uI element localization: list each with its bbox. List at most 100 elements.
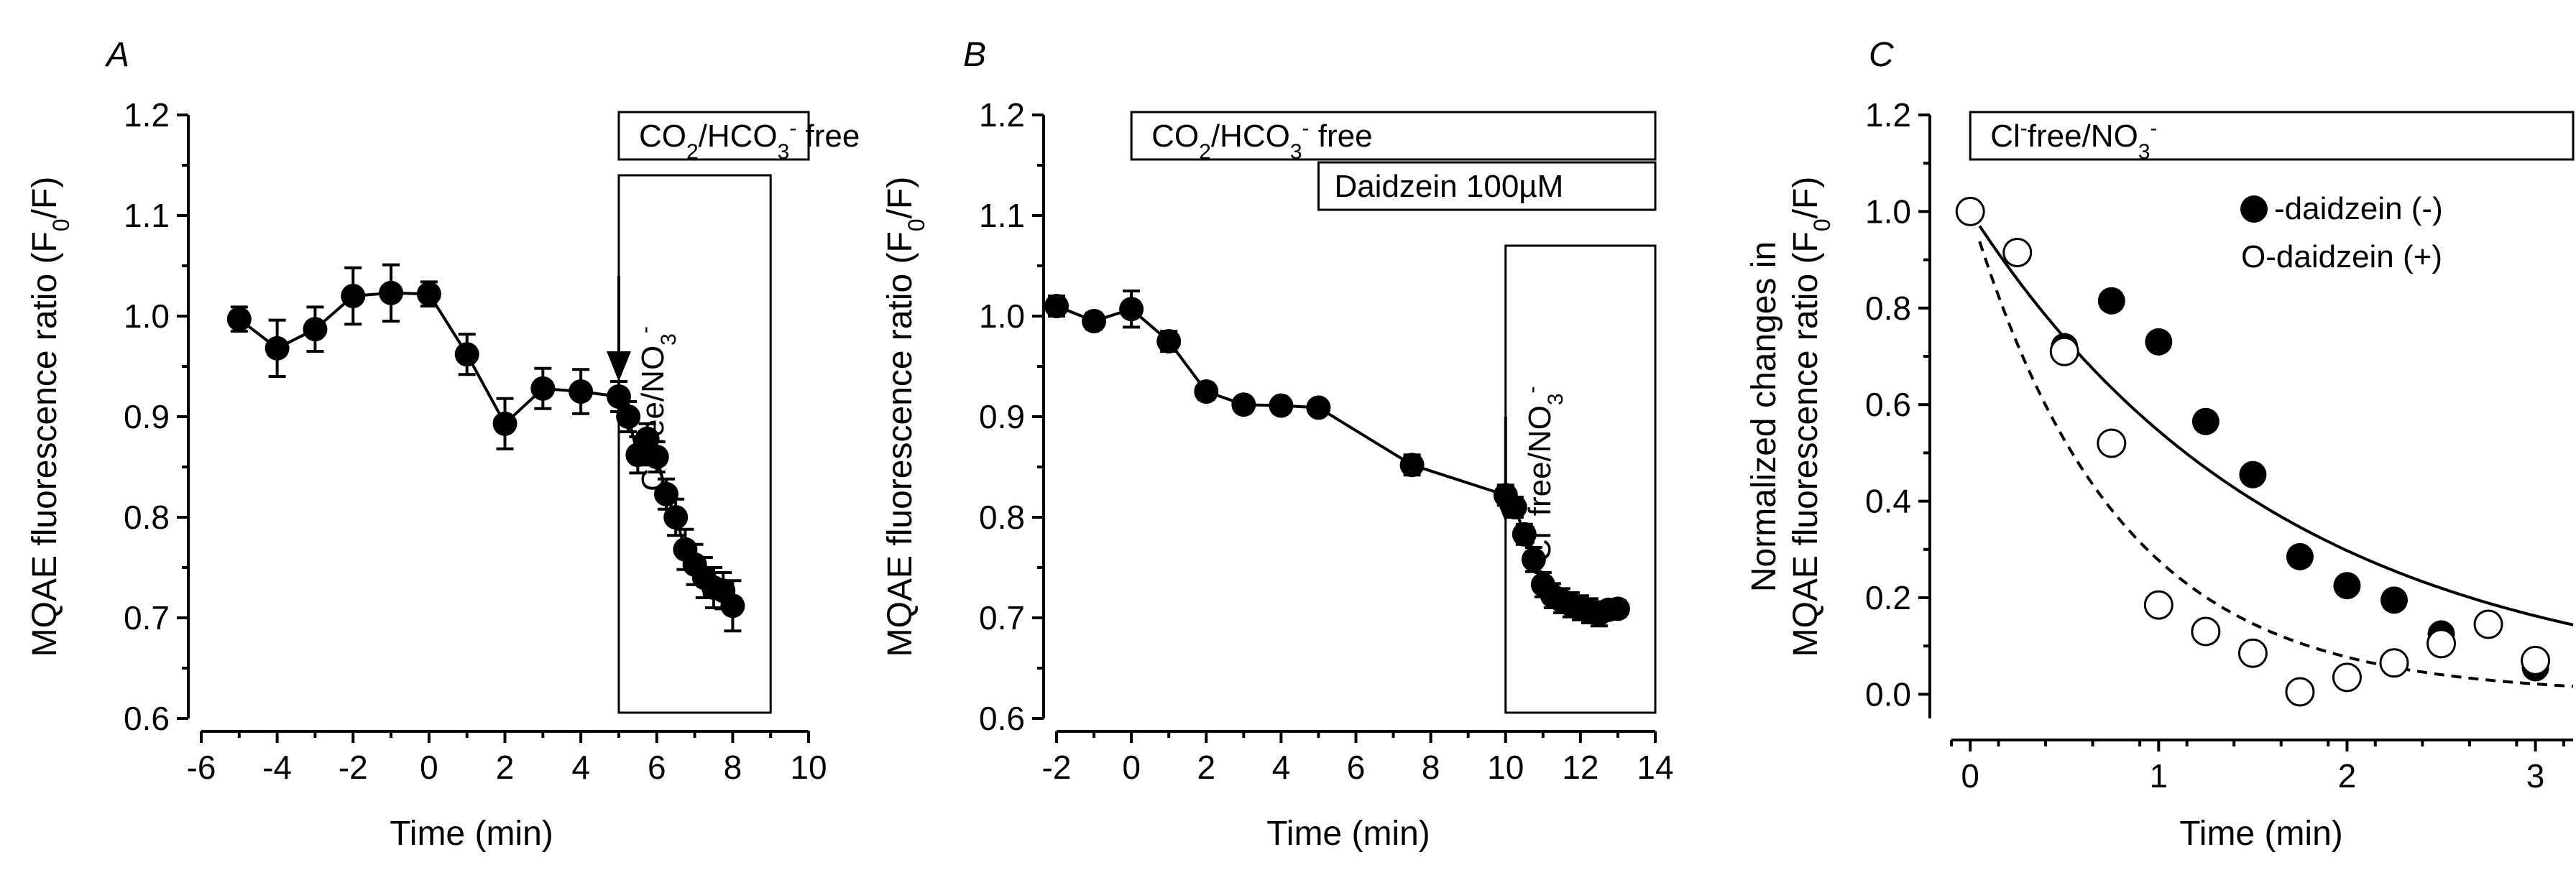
panel-c-x-tick-label: 1 (2150, 757, 2168, 795)
panel-a-data-point (303, 317, 328, 342)
panel-c-y-tick-label: 0.6 (1865, 386, 1911, 423)
panel-b-x-tick-label: 2 (1197, 749, 1215, 786)
panel-c-data-point (2332, 662, 2362, 693)
panel-b-y-tick-label: 1.2 (979, 96, 1025, 134)
panel-a-x-tick-label: 8 (724, 749, 742, 786)
panel-a-y-tick-label: 1.2 (124, 96, 170, 134)
panel-b-y-tick-label: 0.9 (979, 398, 1025, 435)
panel-a-x-axis-title: Time (min) (390, 815, 553, 853)
fit-curve-dashed (1978, 241, 2574, 688)
panel-b-data-point (1082, 309, 1107, 333)
panel-a-data-point (492, 411, 518, 436)
panel-b-data-point (1605, 596, 1630, 621)
panel-a-data-point (530, 376, 556, 401)
panel-c-axes: 0.0 0.2 0.4 0.6 0.8 1.0 1.2 0 1 2 3 (1865, 96, 2573, 795)
panel-b-drug-box (1317, 161, 1657, 211)
panel-c-data-point (2049, 336, 2079, 366)
panel-b-y-axis-title: MQAE fluorescence ratio (F0/F) (881, 177, 929, 657)
panel-b: B MQAE fluorescence ratio (F0/F) Time (m… (881, 36, 1674, 853)
panel-b-data-point (1521, 547, 1546, 572)
panel-b-x-tick-label: 14 (1637, 749, 1673, 786)
panel-b-y-tick-label: 0.6 (979, 700, 1025, 737)
panel-b-condition-box (1130, 111, 1657, 161)
panel-c-data-point (2145, 328, 2173, 356)
panel-c-data (1955, 196, 2551, 707)
panel-b-y-tick-label: 1.0 (979, 297, 1025, 335)
panel-c-y-tick-label: 0.4 (1865, 483, 1911, 520)
panel-a-y-tick-label: 0.7 (124, 599, 170, 637)
panel-a-x-tick-label: 4 (571, 749, 590, 786)
panel-a-y-tick-label: 1.1 (124, 197, 170, 234)
panel-c-y-axis-title-line1: Normalized changes in (1745, 241, 1783, 592)
panel-b-data-point (1502, 495, 1527, 519)
panel-b-data-point (1156, 329, 1182, 353)
panel-a-axes: 0.6 0.7 0.8 0.9 1.0 1.1 1.2 -6 -4 -2 0 2 4 6 8 10 (124, 96, 827, 786)
panel-c-data-point (2191, 616, 2221, 647)
panel-c-data-point (2097, 287, 2125, 315)
panel-c-legend: -daidzein (-) O-daidzein (+) (2240, 191, 2443, 274)
panel-a-y-tick-label: 0.6 (124, 700, 170, 737)
panel-c-x-tick-label: 0 (1961, 757, 1979, 795)
panel-c-y-tick-label: 1.2 (1865, 96, 1911, 134)
panel-a-data-point (635, 426, 660, 451)
panel-b-data-point (1399, 453, 1425, 478)
panel-a-data (226, 263, 745, 633)
panel-a-stimulus-box (617, 174, 772, 714)
legend-marker-daidzein-minus (2240, 195, 2268, 223)
panel-c-annotations: Cl-free/NO3- (1969, 111, 2575, 164)
panel-b-y-tick-label: 0.8 (979, 499, 1025, 536)
panel-a-x-tick-label: -6 (187, 749, 216, 786)
panel-b-x-tick-label: 4 (1272, 749, 1291, 786)
panel-a-data-point (720, 593, 745, 619)
panel-b-data-point (1306, 395, 1331, 420)
panel-a-x-tick-label: -2 (339, 749, 368, 786)
panel-c-data-point (2002, 238, 2033, 268)
panel-c-data-point (2239, 461, 2267, 489)
panel-a-y-tick-label: 1.0 (124, 297, 170, 335)
panel-b-x-tick-label: 12 (1562, 749, 1598, 786)
panel-a-x-tick-label: -4 (262, 749, 292, 786)
panel-a-data-point (644, 445, 669, 469)
panel-c-y-tick-label: 0.2 (1865, 579, 1911, 616)
panel-b-x-tick-label: -2 (1042, 749, 1072, 786)
panel-c-data-point (2379, 648, 2409, 678)
panel-c-data-point (2285, 677, 2315, 707)
panel-a-data-point (226, 307, 252, 332)
panel-a-data-point (416, 282, 441, 307)
panel-b-y-tick-label: 1.1 (979, 197, 1025, 234)
panel-a-data-point (616, 404, 641, 429)
panel-c-data-point (2143, 590, 2174, 620)
panel-b-data-point (1044, 294, 1069, 318)
panel-c-y-tick-label: 0.8 (1865, 290, 1911, 327)
panel-c-y-axis-title-line2: MQAE fluorescence ratio (F0/F) (1787, 177, 1835, 657)
panel-c-x-tick-label: 3 (2526, 757, 2545, 795)
panel-c-x-tick-label: 2 (2338, 757, 2357, 795)
panel-c-data-point (2473, 609, 2503, 639)
panel-c-x-axis-title: Time (min) (2179, 815, 2343, 853)
panel-b-y-tick-label: 0.7 (979, 599, 1025, 637)
panel-c-data-point (2333, 572, 2361, 600)
panel-b-data-point (1231, 392, 1256, 417)
panel-c-data-point (1955, 196, 1985, 226)
panel-c-data-point (2237, 638, 2268, 668)
panel-b-data-point (1194, 379, 1219, 404)
panel-b-data-point (1269, 393, 1294, 418)
panel-c-condition-label: Cl-free/NO3- (1990, 116, 2157, 164)
panel-c-data-point (2380, 586, 2408, 614)
panel-a-data-point (379, 280, 404, 305)
panel-c-condition-box (1969, 111, 2575, 161)
panel-b-annotations: CO2/HCO3- free Daidzein 100µM Cl- free/N… (1130, 111, 1657, 714)
panel-b-x-tick-label: 10 (1487, 749, 1524, 786)
panel-c-y-tick-label: 0.0 (1865, 675, 1911, 713)
panel-b-axes: 0.6 0.7 0.8 0.9 1.0 1.1 1.2 -2 0 2 4 6 8 10 12 14 (979, 96, 1674, 786)
panel-c-data-point (2286, 542, 2314, 570)
panel-a-condition-box (617, 111, 810, 161)
panel-a-y-tick-label: 0.8 (124, 499, 170, 536)
panel-a-data-point (569, 379, 594, 404)
panel-a-arrow-head (606, 351, 631, 381)
panel-a-data-point (454, 342, 479, 367)
legend-label-daidzein-minus: -daidzein (-) (2274, 191, 2443, 226)
panel-c-y-tick-label: 1.0 (1865, 193, 1911, 230)
panel-a-x-tick-label: 2 (496, 749, 515, 786)
panel-b-data-point (1512, 522, 1537, 547)
